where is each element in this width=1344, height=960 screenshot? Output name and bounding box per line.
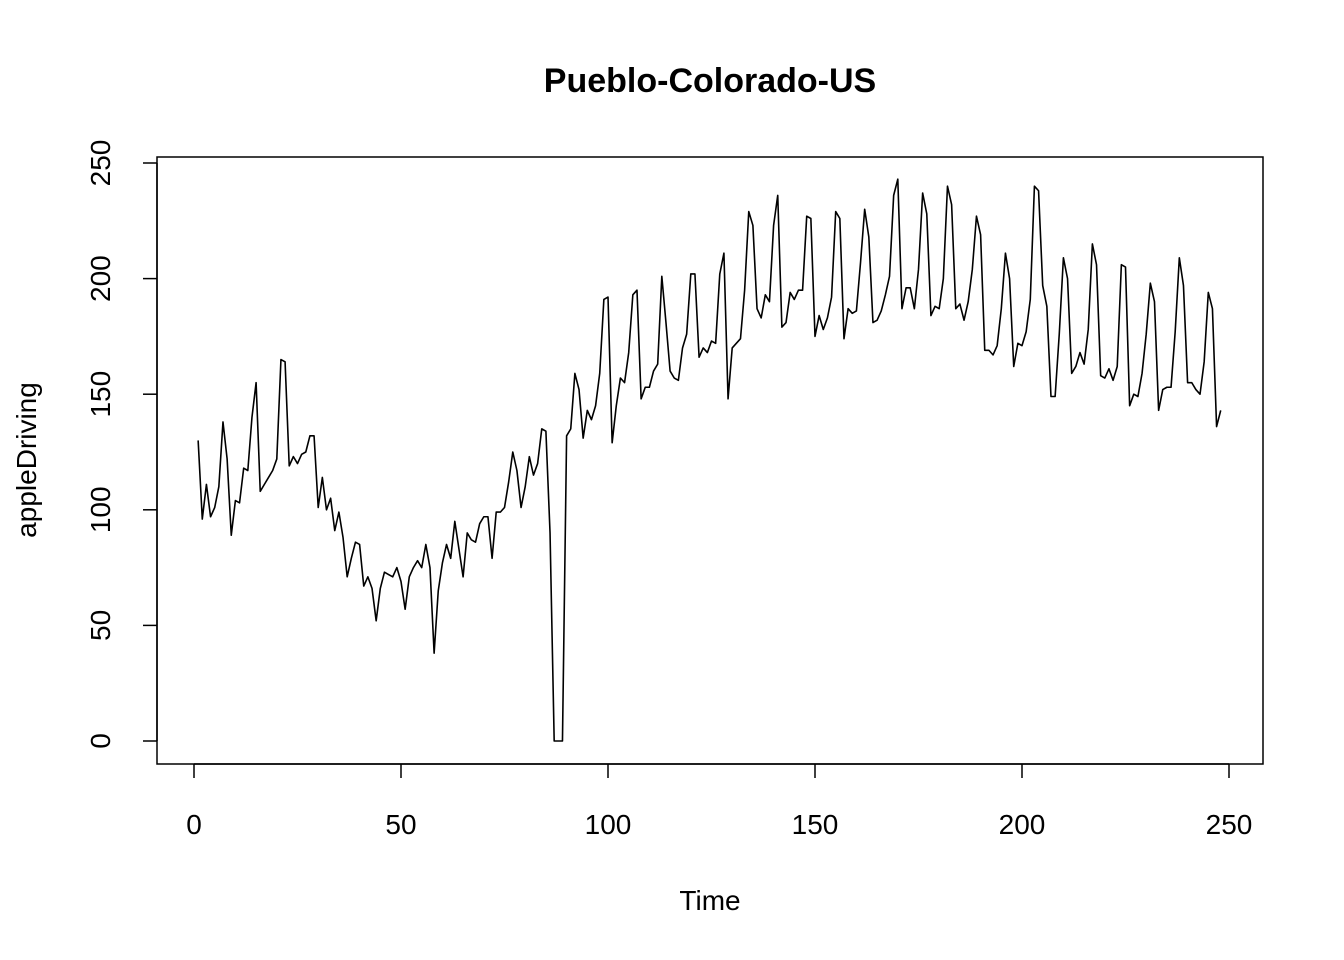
y-tick-label: 150 [85,371,116,418]
x-tick-label: 250 [1206,809,1253,840]
y-tick-label: 250 [85,140,116,187]
x-axis: 0 50 100 150 200 250 [186,763,1253,840]
y-axis: 0 50 100 150 200 250 [85,140,158,749]
y-axis-label: appleDriving [11,382,42,538]
plot-frame [156,156,1264,765]
x-tick-label: 200 [999,809,1046,840]
x-tick-label: 100 [585,809,632,840]
x-tick-label: 150 [792,809,839,840]
x-tick-label: 0 [186,809,202,840]
y-tick-label: 100 [85,486,116,533]
y-tick-label: 0 [85,733,116,749]
x-tick-label: 50 [385,809,416,840]
y-tick-label: 200 [85,255,116,302]
x-axis-label: Time [679,885,740,916]
y-tick-label: 50 [85,610,116,641]
series-line [197,178,1222,742]
chart-title: Pueblo-Colorado-US [544,62,876,100]
